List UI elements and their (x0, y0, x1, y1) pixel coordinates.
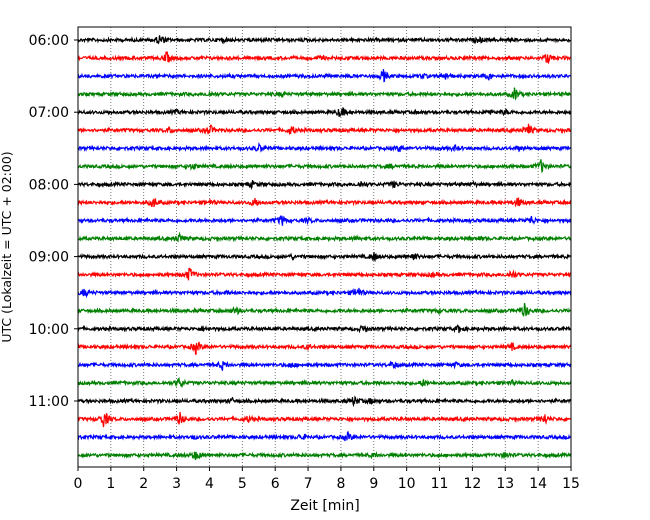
trace-line (77, 324, 572, 334)
y-axis-label: UTC (Lokalzeit = UTC + 02:00) (0, 151, 14, 342)
y-axis-ticks: 06:00 07:00 08:00 09:00 10:00 11:00 (29, 33, 78, 410)
x-tick-label: 2 (139, 476, 148, 492)
trace-line (77, 377, 572, 389)
y-tick-label: 08:00 (29, 177, 69, 193)
x-tick-label: 5 (238, 476, 247, 492)
trace-line (77, 302, 572, 317)
trace-line (77, 231, 572, 243)
trace-line (77, 360, 572, 371)
x-tick-label: 11 (431, 476, 449, 492)
trace-line (77, 341, 572, 356)
x-tick-label: 3 (172, 476, 181, 492)
x-tick-label: 6 (271, 476, 280, 492)
x-tick-label: 7 (304, 476, 313, 492)
seismic-traces (77, 35, 572, 461)
y-tick-label: 09:00 (29, 250, 69, 266)
x-tick-label: 14 (529, 476, 547, 492)
x-tick-label: 8 (336, 476, 345, 492)
vertical-grid (110, 27, 539, 467)
trace-line (77, 141, 572, 153)
trace-line (77, 197, 572, 208)
y-tick-label: 10:00 (29, 322, 69, 338)
trace-line (77, 430, 572, 442)
x-axis-ticks: 0 1 2 3 4 5 6 7 8 9 10 11 12 13 14 15 (74, 467, 580, 492)
trace-line (77, 69, 572, 83)
trace-line (77, 251, 572, 263)
trace-line (77, 35, 572, 45)
trace-line (77, 267, 572, 281)
y-tick-label: 06:00 (29, 33, 69, 49)
x-tick-label: 9 (369, 476, 378, 492)
trace-line (77, 180, 572, 191)
trace-line (77, 159, 572, 174)
trace-line (77, 215, 572, 226)
trace-line (77, 451, 572, 461)
trace-line (77, 123, 572, 136)
trace-line (77, 87, 572, 101)
trace-line (77, 287, 572, 299)
x-tick-label: 10 (398, 476, 416, 492)
y-tick-label: 11:00 (29, 394, 69, 410)
x-tick-label: 0 (74, 476, 83, 492)
x-axis-label: Zeit [min] (290, 498, 359, 514)
x-tick-label: 15 (562, 476, 580, 492)
trace-line (77, 395, 572, 408)
trace-line (77, 411, 572, 428)
x-tick-label: 1 (106, 476, 115, 492)
trace-line (77, 107, 572, 117)
y-tick-label: 07:00 (29, 105, 69, 121)
x-tick-label: 4 (205, 476, 214, 492)
trace-line (77, 51, 572, 64)
plot-frame (77, 26, 572, 468)
x-tick-label: 13 (496, 476, 514, 492)
x-tick-label: 12 (463, 476, 481, 492)
